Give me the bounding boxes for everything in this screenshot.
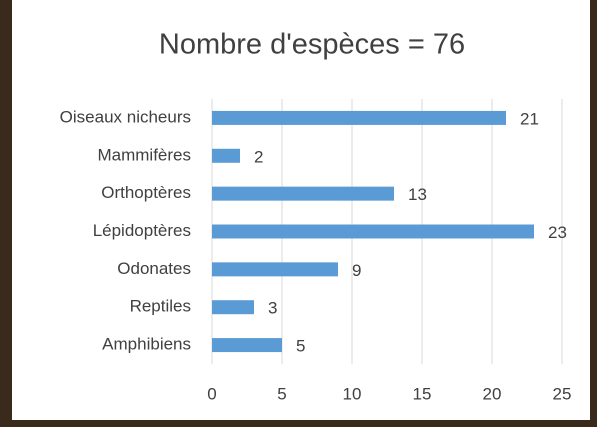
page: {"chart_data": {"type": "bar", "orientat…	[0, 0, 597, 427]
x-tick-label: 15	[413, 384, 432, 403]
value-label: 23	[548, 223, 567, 242]
x-tick-label: 10	[343, 384, 362, 403]
y-tick-label: Orthoptères	[101, 183, 191, 202]
chart: Nombre d'espèces = 76 0510152025Oiseaux …	[0, 0, 597, 427]
x-tick-label: 20	[483, 384, 502, 403]
value-label: 13	[408, 185, 427, 204]
y-tick-label: Amphibiens	[102, 335, 191, 354]
y-tick-label: Lépidoptères	[93, 221, 191, 240]
bar	[212, 262, 338, 276]
bar	[212, 187, 394, 201]
value-label: 2	[254, 147, 263, 166]
x-tick-label: 25	[553, 384, 572, 403]
x-tick-label: 0	[207, 384, 216, 403]
x-tick-label: 5	[277, 384, 286, 403]
y-tick-label: Mammifères	[97, 145, 191, 164]
bar	[212, 300, 254, 314]
y-tick-label: Odonates	[117, 259, 191, 278]
bar	[212, 111, 506, 125]
bar	[212, 149, 240, 163]
value-label: 3	[268, 299, 277, 318]
chart-title: Nombre d'espèces = 76	[159, 29, 465, 61]
y-tick-label: Reptiles	[130, 297, 191, 316]
value-label: 5	[296, 337, 305, 356]
y-tick-label: Oiseaux nicheurs	[60, 107, 191, 126]
value-label: 21	[520, 109, 539, 128]
bar	[212, 338, 282, 352]
bar	[212, 225, 534, 239]
value-label: 9	[352, 261, 361, 280]
chart-panel	[12, 0, 590, 420]
